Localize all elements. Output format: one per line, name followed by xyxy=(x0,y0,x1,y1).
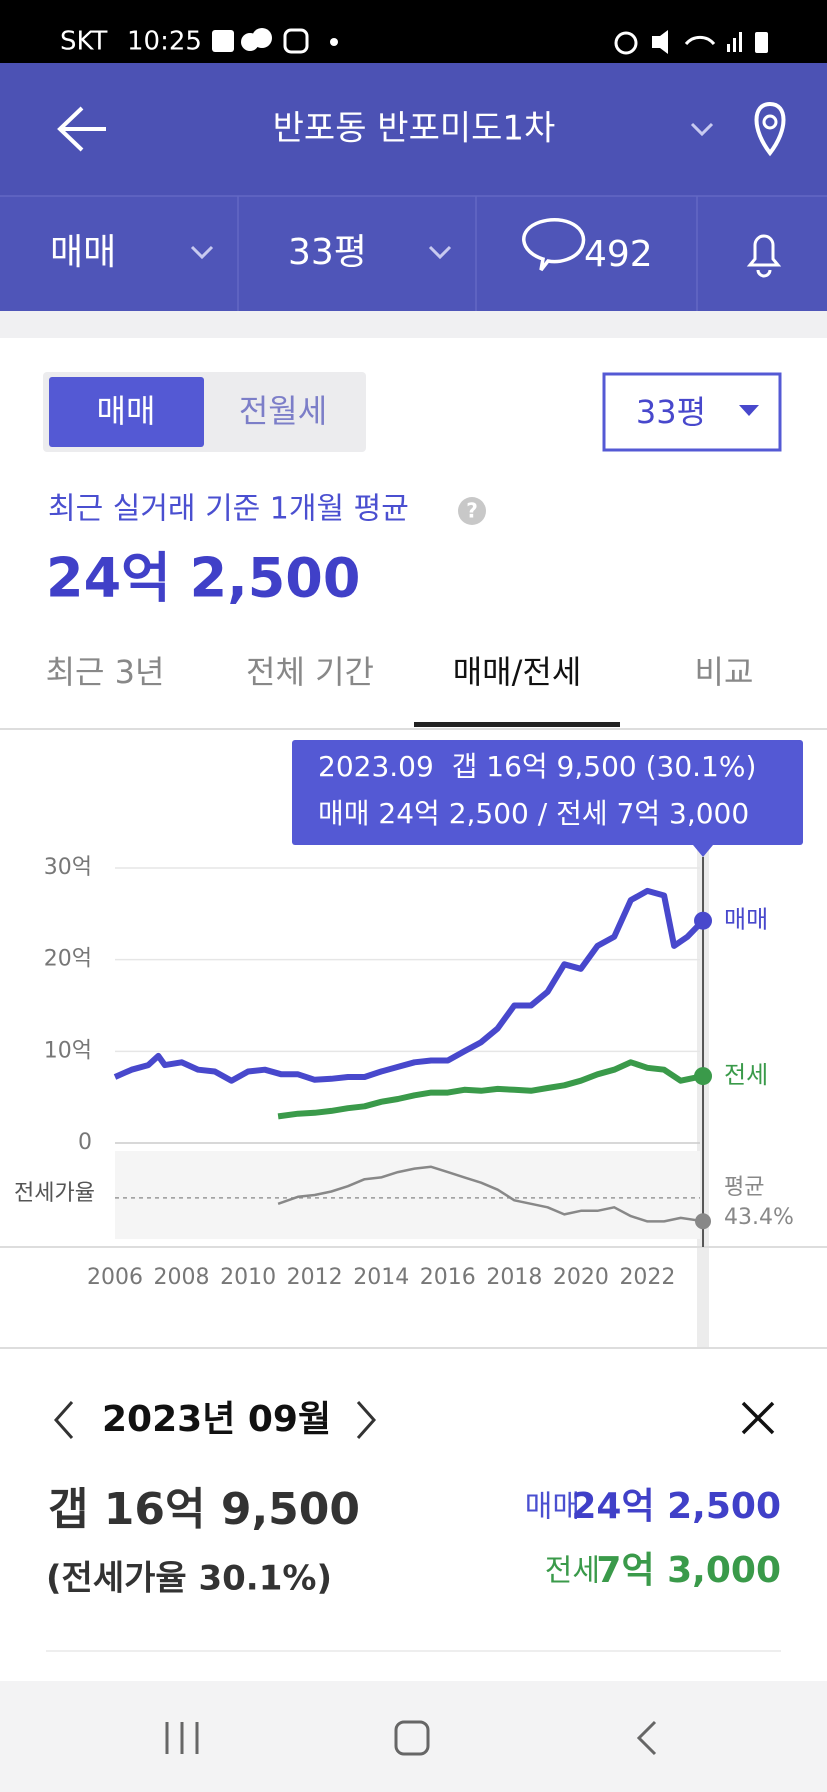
x-tick-label: 2018 xyxy=(486,1265,542,1290)
size-dropdown-label[interactable]: 33평 xyxy=(636,393,706,431)
detail-jeonse: 7억 3,000 xyxy=(596,1550,781,1591)
carrier: SKT xyxy=(60,27,108,57)
dropdown-arrow xyxy=(739,405,759,416)
app-header xyxy=(0,63,827,196)
location-dot xyxy=(762,114,778,130)
toggle-active[interactable] xyxy=(49,377,204,447)
tooltip-pointer xyxy=(693,845,714,857)
x-tick-label: 2020 xyxy=(553,1265,609,1290)
x-tick-label: 2008 xyxy=(154,1265,210,1290)
next-month[interactable] xyxy=(356,1401,377,1439)
tooltip-line: 2023.09 갭 16억 9,500 (30.1%) xyxy=(318,750,756,783)
toggle-sale[interactable]: 매매 xyxy=(97,392,156,430)
comment-count[interactable]: 492 xyxy=(584,234,653,275)
tab[interactable]: 비교 xyxy=(695,653,754,691)
x-tick-label: 2014 xyxy=(353,1265,409,1290)
help-mark: ? xyxy=(466,499,478,523)
series-label: 전세 xyxy=(724,1061,768,1089)
series-label: 전세가율 xyxy=(14,1181,95,1206)
filter-bar xyxy=(0,196,827,311)
x-tick-label: 2006 xyxy=(87,1265,143,1290)
toggle-rent[interactable]: 전월세 xyxy=(239,392,327,430)
comment-icon[interactable] xyxy=(522,217,586,272)
tooltip-line: 매매 24억 2,500 / 전세 7억 3,000 xyxy=(318,797,749,830)
y-tick-label: 20억 xyxy=(44,947,92,972)
summary-caption: 최근 실거래 기준 1개월 평균 xyxy=(48,492,409,527)
ratio-panel xyxy=(115,1151,700,1239)
y-tick-label: 30억 xyxy=(44,855,92,880)
tab[interactable]: 전체 기간 xyxy=(246,653,374,691)
detail-ratio: (전세가율 30.1%) xyxy=(46,1559,332,1599)
y-tick-label: 10억 xyxy=(44,1038,92,1063)
series-line xyxy=(277,1059,704,1120)
tooltip xyxy=(292,740,803,845)
series-end-dot xyxy=(695,1213,712,1230)
location-button[interactable] xyxy=(754,101,786,157)
series-end-dot xyxy=(694,911,713,930)
title-chevron[interactable] xyxy=(690,122,714,137)
alert-button[interactable] xyxy=(746,234,782,278)
summary-price: 24억 2,500 xyxy=(46,547,360,610)
series-end-dot xyxy=(694,1067,713,1086)
detail-sale-label: 매매 xyxy=(525,1490,580,1525)
detail-jeonse-label: 전세 xyxy=(545,1554,600,1589)
series-label: 매매 xyxy=(724,906,768,934)
detail-sale: 24억 2,500 xyxy=(571,1486,781,1527)
series-line xyxy=(277,1165,704,1223)
average-value: 43.4% xyxy=(724,1205,794,1230)
prev-month[interactable] xyxy=(53,1401,74,1439)
series-line xyxy=(113,887,706,1084)
nav-buttons[interactable] xyxy=(165,1720,657,1756)
detail-gap: 갭 16억 9,500 xyxy=(48,1484,360,1535)
complex-title[interactable]: 반포동 반포미도1차 xyxy=(273,109,556,149)
help-icon[interactable] xyxy=(458,497,486,525)
clock: 10:25 xyxy=(127,27,202,57)
tab-underline xyxy=(414,722,620,727)
section-gap xyxy=(0,311,827,338)
size-chevron xyxy=(428,245,452,260)
deal-chevron xyxy=(190,245,214,260)
status-icons xyxy=(212,28,768,55)
tab-active[interactable]: 매매/전세 xyxy=(453,653,582,691)
status-bar xyxy=(0,0,827,63)
y-tick-label: 0 xyxy=(78,1130,92,1155)
close-button[interactable] xyxy=(741,1401,775,1435)
tab[interactable]: 최근 3년 xyxy=(46,653,165,691)
nav-bar xyxy=(0,1681,827,1792)
price-chart: 0 10억 20억 30억 2006 2008 2010 2012 2014 2016 2018 20… xyxy=(0,845,827,1348)
x-tick-label: 2016 xyxy=(420,1265,476,1290)
filter-dividers xyxy=(0,195,827,311)
x-tick-label: 2022 xyxy=(619,1265,675,1290)
average-label: 평균 xyxy=(724,1175,764,1200)
deal-type-filter[interactable]: 매매 xyxy=(50,232,116,273)
x-tick-label: 2012 xyxy=(287,1265,343,1290)
x-tick-label: 2010 xyxy=(220,1265,276,1290)
back-button[interactable] xyxy=(57,106,106,152)
size-filter[interactable]: 33평 xyxy=(288,232,367,273)
detail-month: 2023년 09월 xyxy=(102,1399,331,1440)
